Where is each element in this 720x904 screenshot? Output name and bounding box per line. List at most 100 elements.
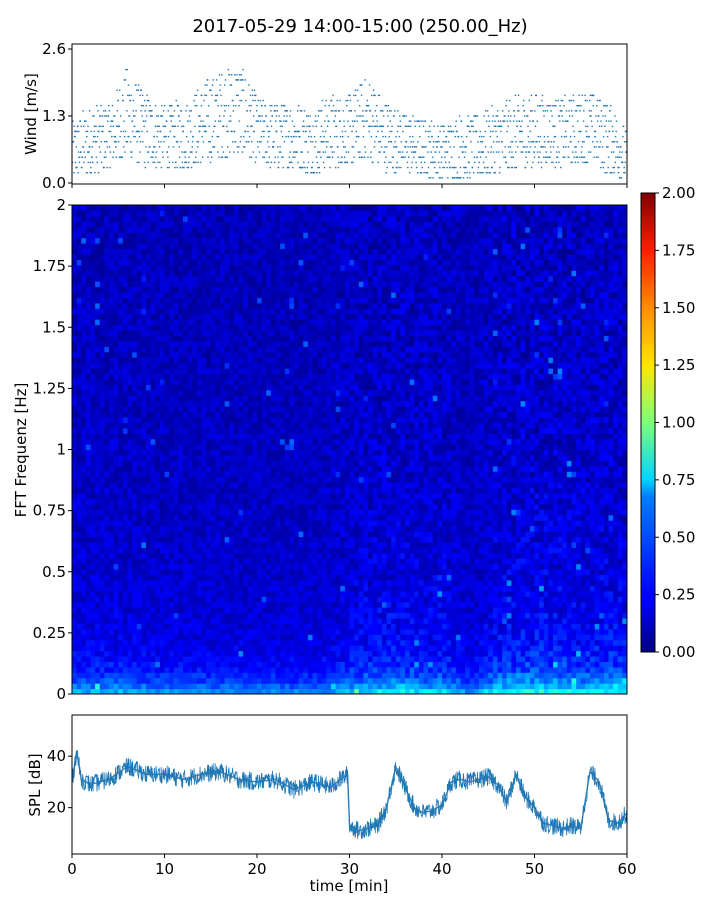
spectrogram-cell: [225, 482, 230, 488]
wind-point: [81, 126, 82, 127]
wind-point: [334, 120, 335, 121]
spectrogram-cell: [183, 325, 188, 331]
wind-point: [495, 172, 496, 173]
wind-point: [615, 136, 616, 137]
spectrogram-cell: [188, 547, 193, 553]
spectrogram-cell: [192, 520, 197, 526]
spectrogram-cell: [234, 558, 239, 564]
spectrogram-cell: [192, 422, 197, 428]
spectrogram-cell: [123, 460, 128, 466]
spectrogram-cell: [215, 466, 220, 472]
wind-point: [104, 115, 105, 116]
wind-point: [608, 157, 609, 158]
spectrogram-cell: [100, 303, 105, 309]
spectrogram-cell: [169, 281, 174, 287]
spectrogram-cell: [86, 303, 91, 309]
wind-point: [238, 105, 239, 106]
spectrogram-cell: [100, 352, 105, 358]
spectrogram-cell: [100, 216, 105, 222]
wind-point: [489, 120, 490, 121]
spectrogram-cell: [188, 450, 193, 456]
wind-point: [365, 151, 366, 152]
spectrogram-cell: [155, 303, 160, 309]
wind-point: [506, 131, 507, 132]
spectrogram-cell: [188, 384, 193, 390]
wind-point: [304, 110, 305, 111]
wind-point: [502, 110, 503, 111]
wind-point: [76, 167, 77, 168]
spectrogram-cell: [81, 531, 86, 537]
spectrogram-cell: [91, 373, 96, 379]
spectrogram-cell: [146, 210, 151, 216]
spectrogram-cell: [104, 248, 109, 254]
wind-point: [152, 162, 153, 163]
wind-point: [232, 141, 233, 142]
spectrogram-cell: [109, 515, 114, 521]
spectrogram-cell: [109, 314, 114, 320]
spectrogram-cell: [183, 656, 188, 662]
spectrogram-cell: [86, 493, 91, 499]
wind-point: [224, 110, 225, 111]
spectrogram-cell: [141, 596, 146, 602]
wind-point: [596, 157, 597, 158]
spectrogram-cell: [169, 314, 174, 320]
spectrogram-cell: [72, 433, 77, 439]
spectrogram-cell: [95, 466, 100, 472]
wind-point: [329, 167, 330, 168]
spectrogram-cell: [114, 422, 119, 428]
wind-point: [497, 110, 498, 111]
spectrogram-heatmap: [72, 205, 628, 695]
spectrogram-cell: [197, 672, 202, 678]
wind-point: [441, 157, 442, 158]
wind-point: [486, 172, 487, 173]
spectrogram-cell: [100, 493, 105, 499]
spectrogram-cell: [202, 363, 207, 369]
wind-point: [182, 167, 183, 168]
spectrogram-cell: [95, 553, 100, 559]
spectrogram-cell: [155, 368, 160, 374]
wind-point: [573, 131, 574, 132]
wind-point: [346, 105, 347, 106]
wind-point: [329, 157, 330, 158]
spectrogram-cell: [104, 661, 109, 667]
wind-point: [385, 157, 386, 158]
wind-point: [348, 151, 349, 152]
spectrogram-cell: [109, 450, 114, 456]
spectrogram-cell: [225, 564, 230, 570]
spectrogram-cell: [174, 558, 179, 564]
spectrogram-cell: [155, 613, 160, 619]
spectrogram-cell: [118, 401, 123, 407]
spectrogram-cell: [202, 406, 207, 412]
spectrogram-cell: [151, 547, 156, 553]
spectrogram-cell: [151, 346, 156, 352]
spectrogram-cell: [211, 303, 216, 309]
spectrogram-cell: [188, 656, 193, 662]
spectrogram-cell: [178, 640, 183, 646]
spectrogram-cell: [206, 607, 211, 613]
wind-point: [604, 126, 605, 127]
spectrogram-cell: [229, 395, 234, 401]
wind-point: [387, 115, 388, 116]
wind-point: [321, 110, 322, 111]
wind-point: [135, 110, 136, 111]
spectrogram-cell: [197, 547, 202, 553]
spectrogram-cell: [188, 390, 193, 396]
spectrogram-cell: [225, 341, 230, 347]
spectrogram-cell: [91, 390, 96, 396]
wind-point: [564, 157, 565, 158]
wind-point: [553, 146, 554, 147]
spectrogram-cell: [192, 428, 197, 434]
spectrogram-cell: [211, 640, 216, 646]
spectrogram-cell: [211, 613, 216, 619]
spectrogram-cell: [77, 281, 82, 287]
spectrogram-cell: [123, 379, 128, 385]
spectrogram-cell: [104, 308, 109, 314]
spectrogram-cell: [95, 259, 100, 265]
spectrogram-cell: [114, 401, 119, 407]
spectrogram-cell: [183, 433, 188, 439]
spectrogram-cell: [192, 238, 197, 244]
spectrogram-cell: [137, 308, 142, 314]
spectrogram-cell: [114, 613, 119, 619]
wind-point: [566, 110, 567, 111]
spectrogram-cell: [197, 395, 202, 401]
